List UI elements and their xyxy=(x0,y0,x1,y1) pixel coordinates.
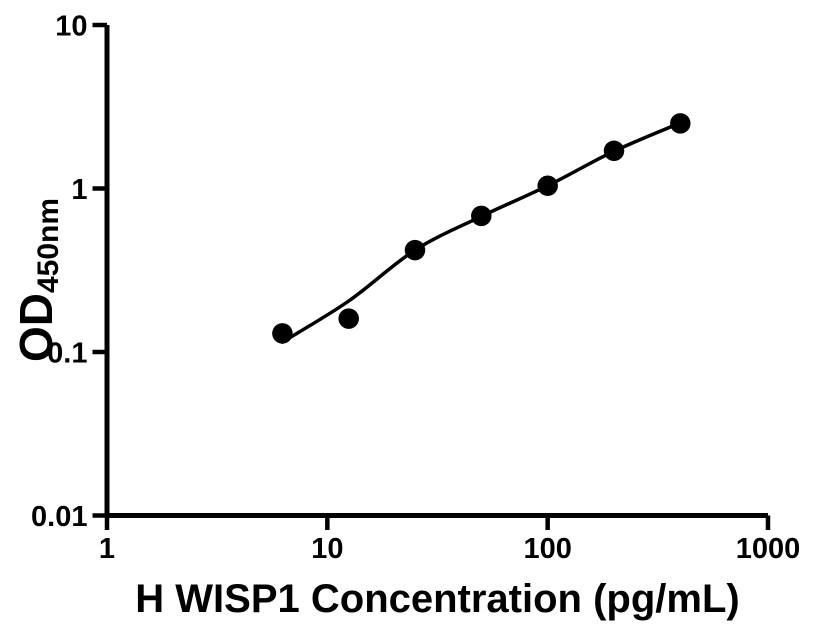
axis-spines xyxy=(104,25,768,518)
tick-marks-group xyxy=(92,22,771,530)
data-point xyxy=(537,175,558,196)
x-tick-label: 1 xyxy=(99,533,115,565)
data-point xyxy=(603,140,625,162)
x-tick-label: 1000 xyxy=(736,533,801,565)
x-tick-label: 10 xyxy=(311,533,343,565)
axes-group xyxy=(104,25,768,518)
y-axis-title-subscript: 450nm xyxy=(32,198,65,293)
data-point xyxy=(670,113,691,134)
data-point xyxy=(404,239,426,261)
tick-labels-group: 10 1 0.1 0.01 1 10 100 1000 xyxy=(31,11,800,566)
y-tick-label: 10 xyxy=(55,11,87,43)
x-axis-title: H WISP1 Concentration (pg/mL) xyxy=(135,577,739,621)
x-tick-label: 100 xyxy=(523,533,571,565)
y-tick-label: 1 xyxy=(71,174,87,206)
data-point xyxy=(272,323,293,344)
y-tick-label: 0.1 xyxy=(47,338,87,370)
data-points-group xyxy=(272,113,691,344)
y-axis-title-main: OD xyxy=(10,293,62,362)
y-axis-title: OD450nm xyxy=(10,198,65,362)
data-point xyxy=(471,205,492,227)
data-point xyxy=(338,308,359,329)
y-tick-label: 0.01 xyxy=(31,501,87,533)
